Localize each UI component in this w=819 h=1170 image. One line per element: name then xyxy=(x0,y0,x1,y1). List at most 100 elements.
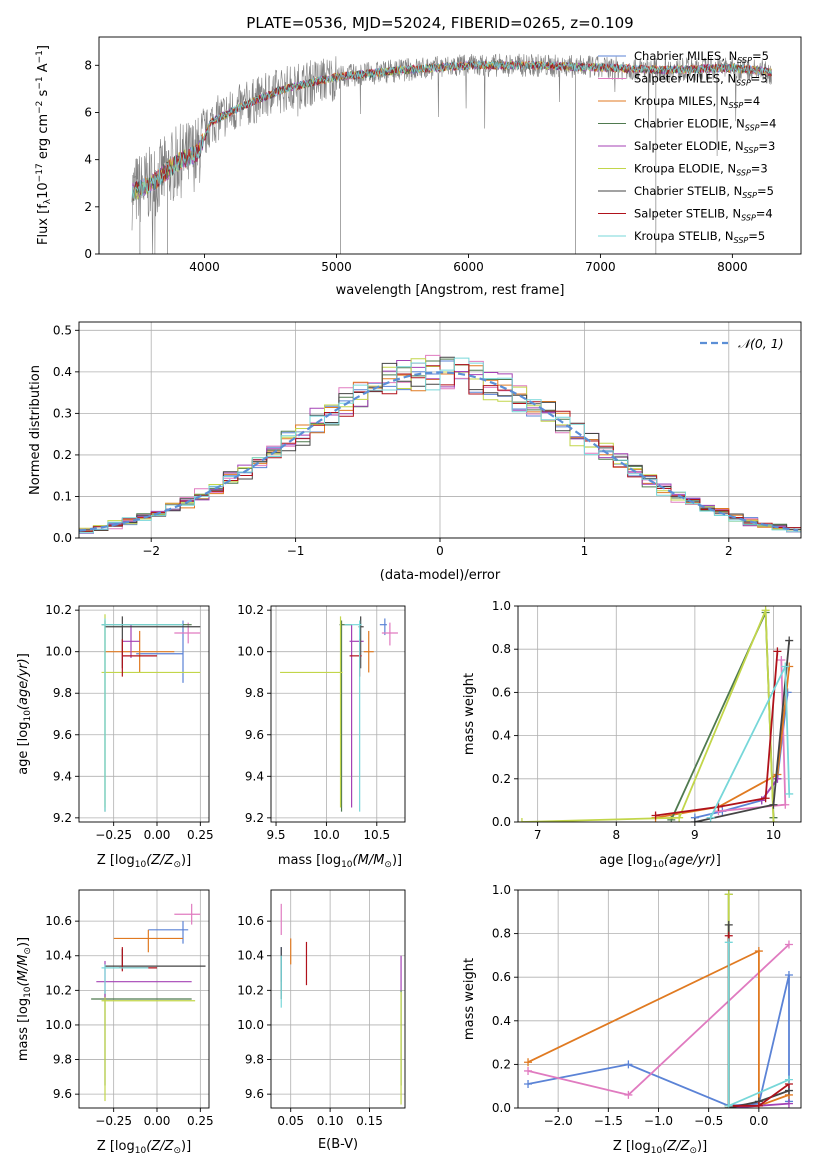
x-tick-label: 7 xyxy=(534,828,542,842)
y-tick-label: 9.6 xyxy=(53,1087,72,1101)
x-tick-label: 4000 xyxy=(189,260,220,274)
axes-frame xyxy=(98,36,802,255)
y-tick-label: 9.4 xyxy=(53,769,72,783)
series-line-kroupa-miles xyxy=(655,666,791,819)
y-tick-label: 0.5 xyxy=(53,323,72,337)
x-axis-label: Z [log10(Z/Z⊙)] xyxy=(97,1139,191,1156)
y-tick-label: 0.4 xyxy=(53,365,72,379)
panel-age-vs-Z: −0.25 0.00 0.25 9.2 9.4 9.6 9.8 10.0 10.2 Z [log1… xyxy=(16,603,214,870)
legend-entry: Chabrier STELIB, NSSP=5 xyxy=(634,184,774,200)
y-axis-label: Normed distribution xyxy=(28,365,43,495)
axes-frame xyxy=(270,889,406,1109)
x-tick-label: 0.00 xyxy=(144,1114,171,1128)
plot-area xyxy=(271,606,405,822)
histogram-kroupa-stelib xyxy=(79,357,801,534)
y-tick-label: 1.0 xyxy=(492,599,511,613)
x-axis-label: age [log10(age/yr)] xyxy=(599,853,721,870)
x-tick-label: −0.25 xyxy=(95,828,132,842)
x-tick-label: 10 xyxy=(766,828,781,842)
data-point-marker xyxy=(524,1080,533,1089)
panel-weight-vs-age: 7 8 9 10 0.0 0.2 0.4 0.6 0.8 1.0 mass weight age [l… xyxy=(462,599,802,870)
series-line-salpeter-stelib xyxy=(655,651,779,817)
data-point-marker xyxy=(724,938,733,947)
x-tick-label: −0.25 xyxy=(95,1114,132,1128)
axes-frame xyxy=(78,605,210,823)
data-point-marker xyxy=(524,1058,533,1067)
legend-entry: Salpeter ELODIE, NSSP=3 xyxy=(634,139,775,155)
y-tick-label: 0.2 xyxy=(492,772,511,786)
data-point-marker xyxy=(784,1075,793,1084)
x-tick-label: 0.25 xyxy=(187,828,214,842)
y-tick-label: 9.6 xyxy=(245,1087,264,1101)
data-point-marker xyxy=(524,1066,533,1075)
y-axis-label: mass weight xyxy=(462,958,477,1040)
x-axis-label: Z [log10(Z/Z⊙)] xyxy=(613,1139,707,1156)
plot-area xyxy=(518,890,801,1108)
legend-entry: Salpeter MILES, NSSP=3 xyxy=(634,72,768,88)
data-point-marker xyxy=(773,774,782,783)
y-tick-label: 1.0 xyxy=(492,883,511,897)
y-tick-label: 0.4 xyxy=(492,1014,511,1028)
y-tick-label: 9.6 xyxy=(245,728,264,742)
y-tick-label: 0.8 xyxy=(492,642,511,656)
y-tick-label: 10.0 xyxy=(237,1018,264,1032)
x-tick-label: 0.05 xyxy=(277,1114,304,1128)
observed-spectrum-line xyxy=(131,53,772,254)
data-point-marker xyxy=(624,1060,633,1069)
data-point-marker xyxy=(761,606,770,615)
data-point-marker xyxy=(724,1101,733,1108)
x-tick-label: 9 xyxy=(691,828,699,842)
x-axis-label: wavelength [Angstrom, rest frame] xyxy=(336,283,565,298)
y-tick-label: 4 xyxy=(84,153,92,167)
x-tick-label: −1.0 xyxy=(644,1114,673,1128)
plot-area xyxy=(131,53,773,254)
y-tick-label: 10.2 xyxy=(237,603,264,617)
x-tick-label: 9.5 xyxy=(266,828,285,842)
y-tick-label: 9.8 xyxy=(53,1053,72,1067)
x-tick-label: 2 xyxy=(725,544,733,558)
data-point-marker xyxy=(781,662,790,671)
y-tick-label: 9.6 xyxy=(53,728,72,742)
y-tick-label: 0.0 xyxy=(53,531,72,545)
x-axis-label: Z [log10(Z/Z⊙)] xyxy=(97,853,191,870)
y-tick-label: 8 xyxy=(84,58,92,72)
y-tick-label: 0.2 xyxy=(492,1057,511,1071)
x-tick-label: −2 xyxy=(142,544,160,558)
series-line-kroupa-stelib xyxy=(709,666,791,819)
y-tick-label: 10.0 xyxy=(45,645,72,659)
y-tick-label: 0.0 xyxy=(492,1101,511,1115)
gaussian-reference-curve xyxy=(79,371,799,532)
figure-title: PLATE=0536, MJD=52024, FIBERID=0265, z=0… xyxy=(246,14,633,32)
x-tick-label: 6000 xyxy=(453,260,484,274)
y-tick-label: 0.6 xyxy=(492,685,511,699)
legend-entry: Kroupa MILES, NSSP=4 xyxy=(634,94,760,110)
y-axis-label: age [log10(age/yr)] xyxy=(16,653,33,775)
axes-frame xyxy=(78,889,210,1109)
data-point-marker xyxy=(784,940,793,949)
panel-residuals: −2 −1 0 1 2 0.0 0.1 0.2 0.3 0.4 0.5 (data-model)/er… xyxy=(28,321,802,583)
x-tick-label: 0.10 xyxy=(317,1114,344,1128)
model-spectrum-kroupa-stelib xyxy=(131,60,773,203)
legend-entry: Kroupa STELIB, NSSP=5 xyxy=(634,229,765,245)
y-axis-label: mass weight xyxy=(462,673,477,755)
x-axis-label: mass [log10(M/M⊙)] xyxy=(278,853,402,870)
y-tick-label: 0.4 xyxy=(492,729,511,743)
data-point-marker xyxy=(777,656,786,664)
y-tick-label: 6 xyxy=(84,105,92,119)
data-point-marker xyxy=(724,920,733,929)
data-point-marker xyxy=(769,800,778,809)
y-tick-label: 10.2 xyxy=(45,603,72,617)
y-tick-label: 0.0 xyxy=(492,815,511,829)
data-point-marker xyxy=(754,1101,763,1108)
y-tick-label: 9.4 xyxy=(245,769,264,783)
panel-spectrum: 4000 5000 6000 7000 8000 0 2 4 6 8 wavelength [Ang… xyxy=(35,36,802,298)
y-tick-label: 0.2 xyxy=(53,448,72,462)
x-tick-label: 8 xyxy=(612,828,620,842)
data-point-marker xyxy=(706,813,715,822)
data-point-marker xyxy=(769,818,778,822)
y-tick-label: 10.2 xyxy=(237,983,264,997)
y-tick-label: 10.4 xyxy=(45,949,72,963)
panel-mass-vs-ebv: 0.05 0.10 0.15 9.6 9.8 10.0 10.2 10.4 10.6 E(B-V) xyxy=(237,889,406,1152)
data-point-marker xyxy=(518,818,526,822)
data-point-marker xyxy=(781,800,790,809)
